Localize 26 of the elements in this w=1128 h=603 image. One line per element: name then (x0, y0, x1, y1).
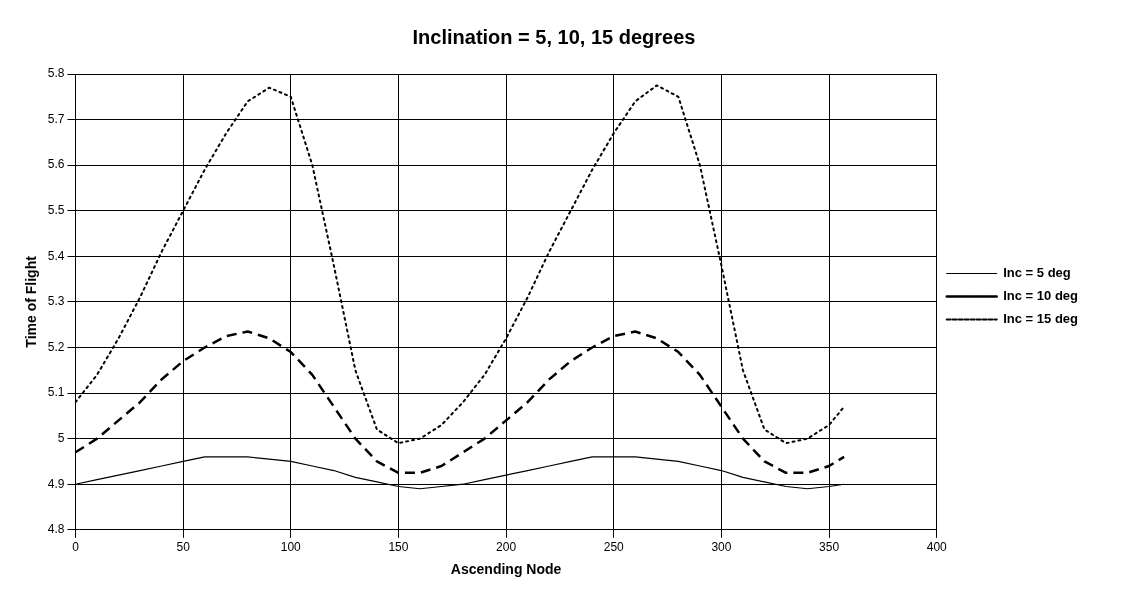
y-tick-label: 5.6 (47, 157, 65, 172)
x-tick-label: 0 (72, 540, 80, 555)
legend-label: Inc = 15 deg (1003, 311, 1079, 327)
y-tick-label: 5.3 (47, 294, 65, 309)
x-tick-label: 150 (388, 540, 409, 555)
y-tick-label: 5.7 (47, 111, 65, 126)
x-tick-label: 100 (280, 540, 302, 555)
x-tick-label: 400 (926, 540, 948, 555)
legend-label: Inc = 10 deg (1003, 288, 1079, 304)
y-tick-label: 5.2 (47, 339, 65, 354)
y-tick-label: 5.8 (47, 66, 65, 81)
y-tick-label: 4.9 (47, 476, 65, 491)
x-tick-label: 350 (819, 540, 840, 555)
y-tick-label: 4.8 (47, 522, 65, 537)
y-tick-label: 5.5 (47, 203, 65, 218)
chart-title: Inclination = 5, 10, 15 degrees (412, 25, 696, 48)
y-tick-label: 5 (57, 430, 65, 445)
x-tick-label: 250 (603, 540, 625, 555)
x-tick-label: 300 (711, 540, 732, 555)
x-tick-label: 50 (176, 540, 191, 555)
x-tick-label: 200 (496, 540, 517, 555)
y-tick-label: 5.1 (47, 385, 65, 400)
y-tick-label: 5.4 (47, 248, 65, 263)
legend-label: Inc = 5 deg (1003, 265, 1071, 281)
x-axis-title: Ascending Node (450, 561, 562, 578)
y-axis-title: Time of Flight (23, 255, 40, 348)
